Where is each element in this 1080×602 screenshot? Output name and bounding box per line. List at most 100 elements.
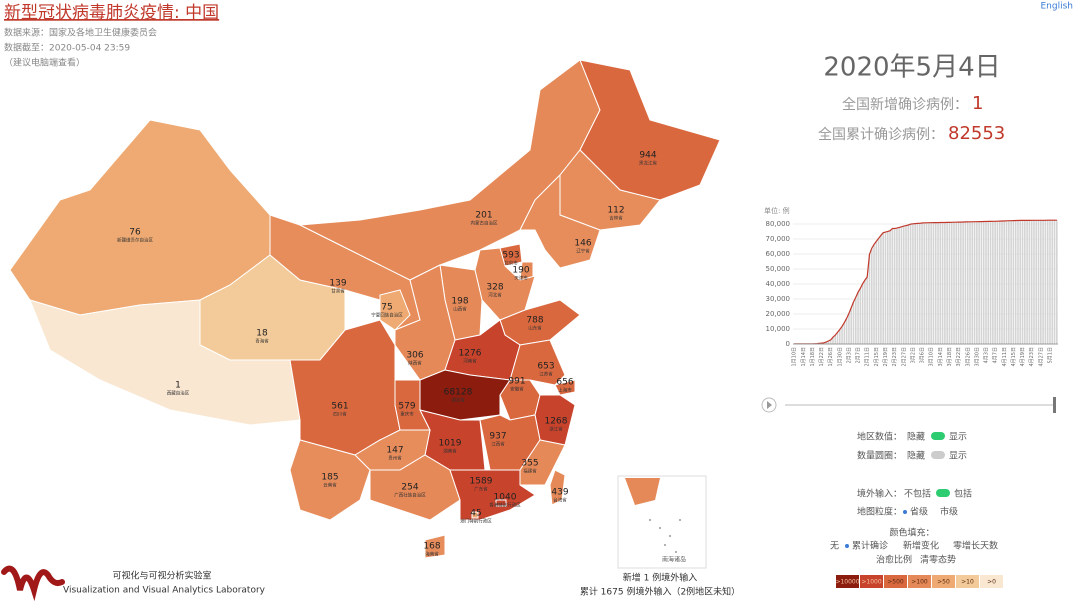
- bar: [962, 221, 964, 344]
- bar: [1024, 220, 1026, 344]
- province-name: 甘肃省: [331, 288, 345, 295]
- language-link[interactable]: English: [1041, 2, 1074, 12]
- x-tick-label: 3月30日: [974, 347, 980, 367]
- province-name: 吉林省: [609, 215, 623, 222]
- province[interactable]: [424, 534, 446, 559]
- option[interactable]: 显示: [949, 432, 967, 443]
- province-name: 西藏自治区: [167, 390, 190, 397]
- total-label: 全国累计确诊病例：: [818, 126, 944, 143]
- toggle[interactable]: [936, 489, 950, 497]
- bar: [1028, 220, 1031, 344]
- inset-land: [625, 478, 660, 505]
- option[interactable]: 市级: [940, 506, 958, 518]
- bar: [944, 222, 946, 344]
- province[interactable]: [471, 511, 479, 519]
- legend-swatch: [836, 575, 859, 588]
- bar: [1026, 220, 1028, 344]
- radio[interactable]: [903, 510, 907, 514]
- province-name: 安徽省: [510, 386, 524, 393]
- option[interactable]: 零增长天数: [953, 540, 998, 552]
- x-tick-label: 4月11日: [1002, 347, 1008, 367]
- option[interactable]: 包括: [954, 488, 972, 500]
- province[interactable]: [449, 469, 536, 521]
- province[interactable]: [519, 439, 566, 486]
- bar: [1001, 221, 1003, 344]
- province-name: 四川省: [333, 411, 347, 418]
- bar: [852, 301, 855, 344]
- bar: [877, 238, 880, 344]
- province-value: 45: [470, 509, 481, 519]
- x-tick-label: 2月19日: [883, 347, 889, 367]
- province-name: 河北省: [488, 292, 502, 299]
- bar: [925, 222, 928, 344]
- x-tick-label: 4月7日: [993, 347, 999, 363]
- province-name: 澳门特别行政区: [460, 518, 492, 525]
- option[interactable]: 无: [830, 541, 839, 552]
- x-tick-label: 4月15日: [1011, 347, 1017, 367]
- total-value: 82553: [948, 123, 1005, 144]
- bar: [1053, 220, 1056, 344]
- option[interactable]: 显示: [949, 451, 967, 462]
- x-tick-label: 5月1日: [1048, 347, 1054, 363]
- province-value: 254: [401, 483, 418, 493]
- bar: [907, 224, 910, 344]
- legend-label: >100: [911, 579, 928, 586]
- option[interactable]: 新增变化: [903, 540, 939, 552]
- toggle[interactable]: [931, 451, 945, 459]
- province-value: 1268: [545, 417, 568, 427]
- radio[interactable]: [845, 544, 849, 548]
- y-tick-label: 80,000: [766, 220, 791, 228]
- province-name: 贵州省: [388, 455, 402, 462]
- bar: [978, 221, 980, 344]
- bar: [898, 227, 900, 344]
- province-name: 江西省: [491, 441, 505, 448]
- province[interactable]: [549, 469, 566, 506]
- province[interactable]: [379, 289, 411, 331]
- province[interactable]: [519, 173, 601, 269]
- page-title[interactable]: 新型冠状病毒肺炎疫情: 中国: [4, 3, 219, 23]
- province-value: 75: [381, 303, 392, 313]
- bar: [950, 222, 953, 344]
- bar: [909, 224, 912, 344]
- inset-label: 南海诸岛: [662, 556, 686, 564]
- option[interactable]: 清零态势: [920, 554, 956, 566]
- bar: [866, 277, 869, 344]
- y-tick-label: 40,000: [766, 280, 791, 288]
- toggle[interactable]: [931, 432, 945, 440]
- x-tick-label: 4月23日: [1029, 347, 1035, 367]
- legend-swatch: [980, 575, 1003, 588]
- bar: [1049, 220, 1051, 344]
- bar: [873, 244, 875, 344]
- timeline-handle[interactable]: [1053, 397, 1056, 413]
- bar: [1005, 220, 1008, 344]
- option[interactable]: 隐藏: [907, 431, 925, 443]
- x-tick-label: 4月27日: [1038, 347, 1044, 367]
- province[interactable]: [495, 499, 507, 507]
- option[interactable]: 治愈比例: [876, 554, 912, 566]
- updated: 数据截至：2020-05-04 23:59: [4, 42, 130, 54]
- province-name: 内蒙古自治区: [471, 220, 498, 227]
- province-value: 68128: [444, 388, 473, 398]
- province[interactable]: [554, 379, 576, 396]
- bar: [832, 337, 834, 344]
- x-tick-label: 1月30日: [837, 347, 843, 367]
- province-value: 355: [521, 459, 538, 469]
- bar: [921, 222, 923, 344]
- bar: [966, 221, 969, 344]
- legend-label: >0: [987, 579, 996, 586]
- option[interactable]: 累计确诊: [852, 540, 888, 552]
- bar: [845, 318, 848, 344]
- y-tick-label: 30,000: [766, 295, 791, 303]
- bar: [905, 225, 907, 344]
- bar: [859, 288, 862, 344]
- province-name: 浙江省: [549, 426, 563, 433]
- option[interactable]: 不包括: [904, 488, 931, 500]
- option[interactable]: 隐藏: [907, 450, 925, 462]
- province-name: 天津市: [514, 275, 528, 282]
- source: 数据来源：国家及各地卫生健康委员会: [4, 27, 157, 39]
- province-name: 江苏省: [539, 371, 553, 378]
- x-tick-label: 1月14日: [801, 347, 807, 367]
- option[interactable]: 省级: [910, 506, 928, 518]
- province[interactable]: [289, 439, 371, 521]
- legend-label: >50: [937, 579, 950, 586]
